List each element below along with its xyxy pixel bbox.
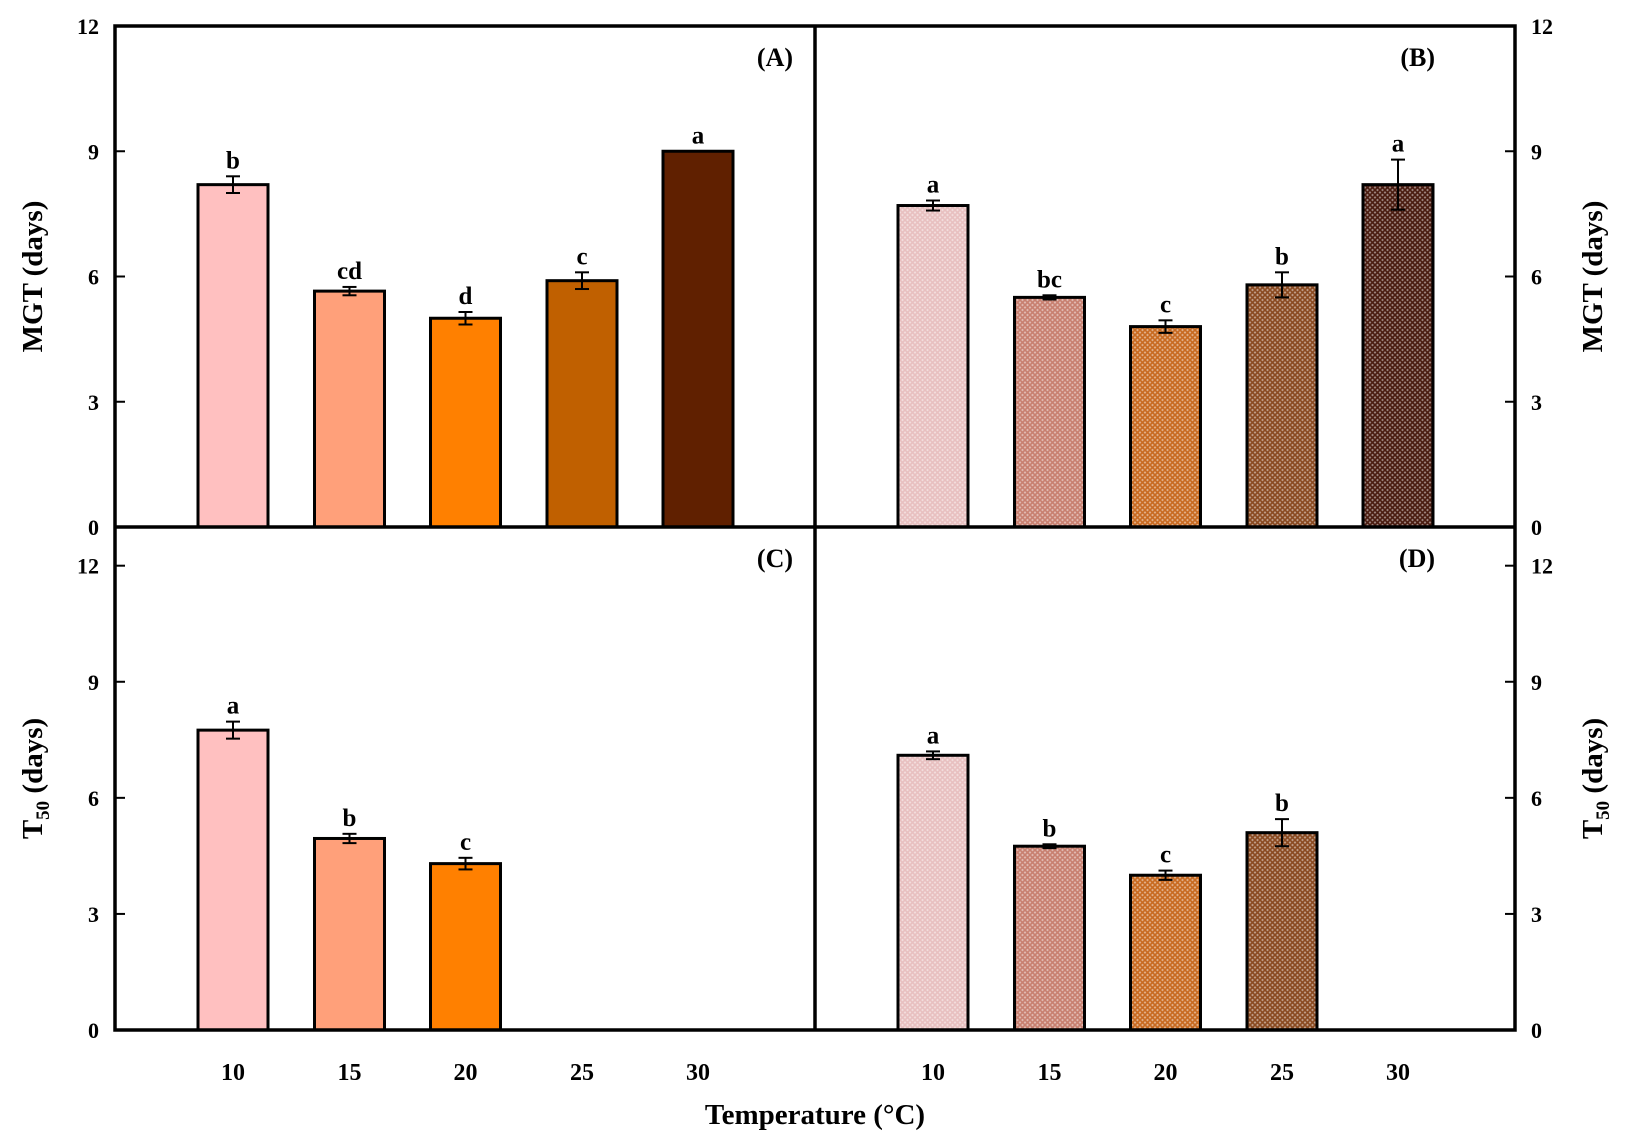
y-axis-title: T50 (days) (1577, 718, 1614, 839)
significance-letter: b (226, 147, 240, 174)
significance-letter: b (343, 805, 357, 832)
significance-letter: b (1275, 790, 1289, 817)
panel-tag: (B) (1400, 43, 1435, 72)
significance-letter: d (459, 283, 473, 310)
significance-letter: bc (1037, 266, 1062, 293)
bar (1245, 831, 1319, 1032)
bar (1129, 873, 1202, 1032)
bar (429, 862, 502, 1032)
y-tick-label: 0 (88, 515, 99, 540)
bar (1013, 295, 1086, 529)
bar (313, 289, 386, 529)
x-tick-label: 15 (338, 1060, 362, 1086)
y-tick-label: 0 (1531, 515, 1542, 540)
bar (661, 149, 735, 529)
panel-a: 0 3 6 9 12 MGT (days) b cd d c a (A) (17, 14, 793, 540)
bar (1245, 283, 1319, 529)
y-tick-label: 3 (1531, 902, 1542, 927)
significance-letter: c (1160, 842, 1171, 869)
panels: 0 3 6 9 12 MGT (days) b cd d c a (A) 0 3 6 9 12 MGT (days… (17, 14, 1614, 1086)
panel-tag: (C) (757, 544, 793, 573)
y-tick-label: 3 (88, 390, 99, 415)
axes-frame (113, 24, 1517, 1032)
y-tick-label: 12 (77, 14, 99, 39)
bar (896, 204, 970, 529)
significance-letter: a (692, 122, 705, 149)
panel-tag: (A) (757, 43, 793, 72)
significance-letter: b (1043, 815, 1057, 842)
y-tick-label: 12 (77, 554, 99, 579)
significance-letter: cd (337, 258, 362, 285)
x-tick-label: 25 (1270, 1060, 1294, 1086)
significance-letter: a (227, 693, 240, 720)
panel-d: 0 3 6 9 12 T50 (days) a b c b (D) (896, 544, 1614, 1043)
bar (429, 316, 502, 529)
bar (545, 279, 619, 529)
y-tick-label: 12 (1531, 554, 1553, 579)
x-axis-title: Temperature (°C) (705, 1099, 925, 1131)
significance-letter: b (1275, 243, 1289, 270)
bar (313, 836, 386, 1032)
bar (196, 728, 270, 1032)
bar (1013, 844, 1086, 1032)
bar (1129, 325, 1202, 529)
y-tick-label: 9 (1531, 670, 1542, 695)
x-tick-label: 15 (1038, 1060, 1062, 1086)
y-axis-title: T50 (days) (17, 718, 54, 839)
y-tick-label: 6 (88, 786, 99, 811)
x-tick-label: 30 (1386, 1060, 1410, 1086)
x-tick-label: 30 (686, 1060, 710, 1086)
bar (896, 753, 970, 1032)
significance-letter: a (1392, 131, 1405, 158)
panel-tag: (D) (1399, 544, 1435, 573)
y-tick-label: 9 (1531, 139, 1542, 164)
significance-letter: c (460, 829, 471, 856)
x-tick-label: 20 (1154, 1060, 1178, 1086)
y-tick-label: 6 (1531, 786, 1542, 811)
bar (196, 183, 270, 529)
y-tick-label: 12 (1531, 14, 1553, 39)
y-tick-label: 0 (1531, 1018, 1542, 1043)
x-tick-label: 10 (221, 1060, 245, 1086)
panel-c: 0 3 6 9 12 T50 (days) a b c (C) (17, 544, 793, 1043)
x-tick-label: 10 (921, 1060, 945, 1086)
y-tick-label: 0 (88, 1018, 99, 1043)
significance-letter: a (927, 722, 940, 749)
y-tick-label: 3 (88, 902, 99, 927)
panel-b: 0 3 6 9 12 MGT (days) a bc c b a (B) (896, 14, 1609, 540)
significance-letter: c (1160, 291, 1171, 318)
x-tick-label: 25 (570, 1060, 594, 1086)
y-tick-label: 9 (88, 139, 99, 164)
significance-letter: a (927, 172, 940, 199)
y-tick-label: 6 (1531, 265, 1542, 290)
x-tick-label: 20 (454, 1060, 478, 1086)
y-tick-label: 6 (88, 265, 99, 290)
bar (1361, 183, 1435, 529)
y-axis-title: MGT (days) (17, 201, 49, 353)
y-axis-title: MGT (days) (1577, 201, 1609, 353)
significance-letter: c (576, 243, 587, 270)
y-tick-label: 3 (1531, 390, 1542, 415)
y-tick-label: 9 (88, 670, 99, 695)
